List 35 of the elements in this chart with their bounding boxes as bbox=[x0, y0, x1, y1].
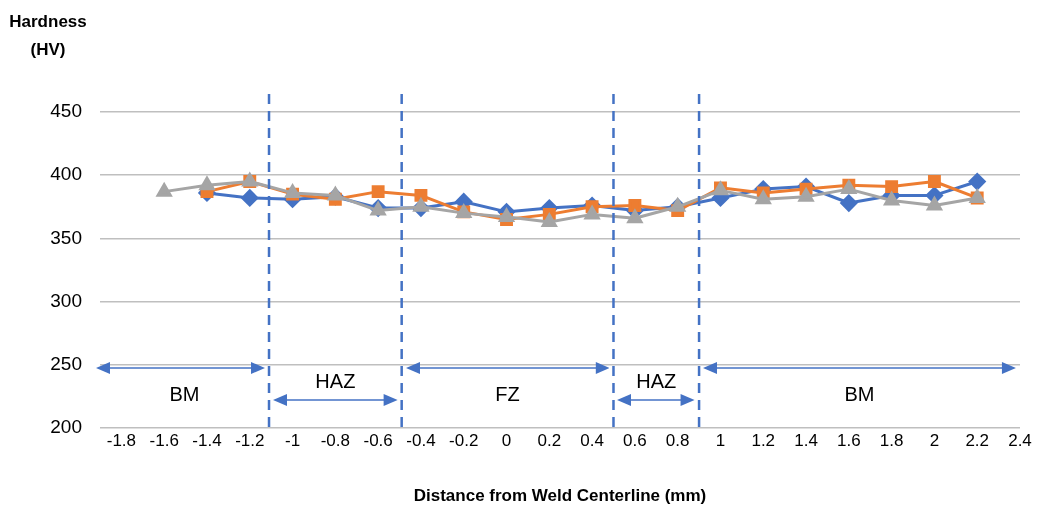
x-tick-label: -0.2 bbox=[449, 430, 479, 450]
x-tick-label: 1.8 bbox=[879, 430, 904, 450]
x-tick-label: -1.2 bbox=[235, 430, 265, 450]
y-tick-label: 200 bbox=[50, 416, 82, 438]
x-tick-label: 0.2 bbox=[537, 430, 562, 450]
x-tick-label: -1 bbox=[285, 430, 301, 450]
annotation: BM bbox=[844, 382, 875, 405]
annotation: HAZ bbox=[315, 370, 356, 393]
x-tick-label: 2 bbox=[929, 430, 940, 450]
annotation: BM bbox=[169, 382, 200, 405]
x-tick-label: 0.6 bbox=[623, 430, 647, 450]
x-tick-label: 2.2 bbox=[965, 430, 990, 450]
y-tick-label: 350 bbox=[50, 226, 82, 248]
y-tick-label: 450 bbox=[50, 100, 82, 122]
x-tick-label: 1.2 bbox=[751, 430, 776, 450]
x-tick-label: 1.4 bbox=[794, 430, 818, 450]
x-tick-label: -1.6 bbox=[149, 430, 179, 450]
x-tick-label: -1.4 bbox=[192, 430, 222, 450]
x-tick-label: -1.8 bbox=[106, 430, 137, 450]
annotation: HAZ bbox=[636, 370, 677, 393]
y-tick-label: 250 bbox=[50, 353, 82, 375]
x-tick-label: 0.4 bbox=[580, 430, 604, 450]
x-tick-label: -0.4 bbox=[406, 430, 436, 450]
y-tick-label: 300 bbox=[50, 289, 82, 311]
y-axis-title: Hardness (HV) bbox=[9, 12, 87, 60]
x-tick-label: -0.8 bbox=[320, 430, 350, 450]
x-tick-label: 1.6 bbox=[837, 430, 861, 450]
y-tick-label: 400 bbox=[50, 163, 82, 185]
x-tick-label: 0.8 bbox=[665, 430, 690, 450]
x-tick-label: 2.4 bbox=[1008, 430, 1032, 450]
x-tick-label: -0.6 bbox=[363, 430, 393, 450]
x-tick-label: 0 bbox=[501, 430, 512, 450]
annotation: FZ bbox=[495, 382, 520, 405]
x-axis-title: Distance from Weld Centerline (mm) bbox=[413, 486, 707, 506]
x-tick-label: 1 bbox=[715, 430, 726, 450]
